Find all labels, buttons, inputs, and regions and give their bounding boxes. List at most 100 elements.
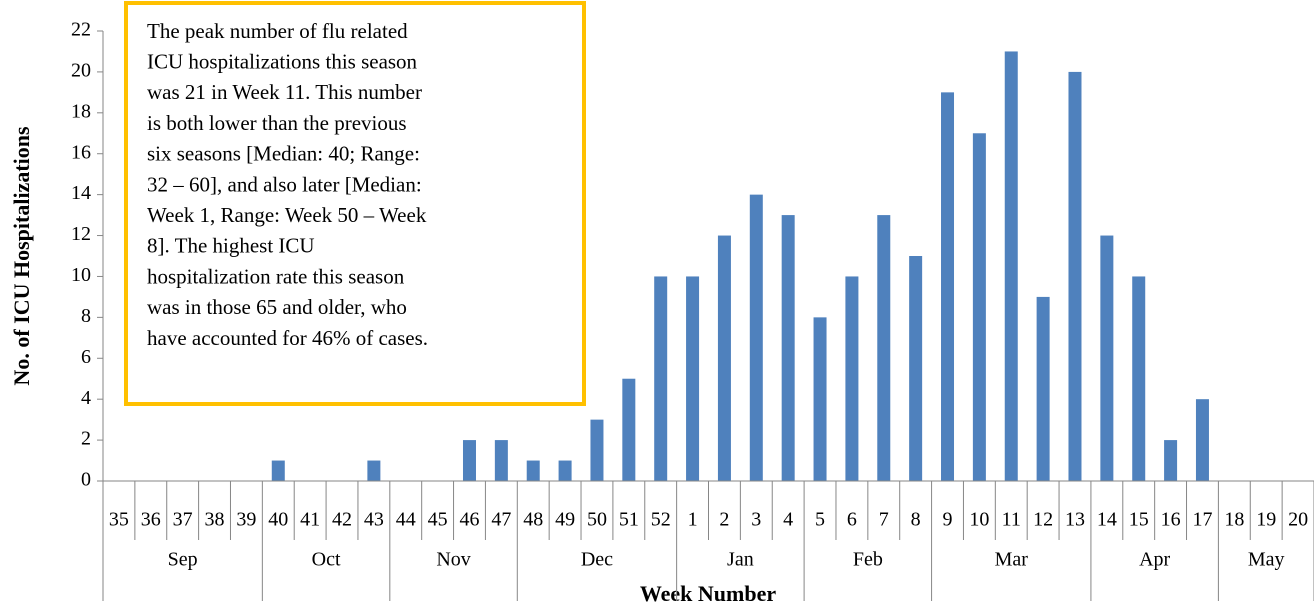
annotation-line: 8]. The highest ICU [147, 234, 315, 258]
bar [622, 378, 636, 481]
y-tick-label: 4 [81, 387, 91, 409]
x-tick-label: 38 [205, 509, 225, 531]
annotation-line: Week 1, Range: Week 50 – Week [147, 203, 427, 227]
y-tick-label: 10 [71, 264, 91, 286]
x-tick-label: 51 [619, 509, 639, 531]
x-tick-label: 3 [751, 509, 761, 531]
x-tick-label: 43 [364, 509, 384, 531]
x-tick-label: 7 [879, 509, 889, 531]
x-tick-label: 18 [1224, 509, 1244, 531]
bar [1036, 296, 1050, 481]
y-axis-title: No. of ICU Hospitalizations [9, 126, 34, 386]
group-label: Dec [581, 549, 613, 571]
x-tick-label: 37 [173, 509, 193, 531]
x-tick-label: 11 [1002, 509, 1021, 531]
bar [877, 215, 891, 481]
bar [494, 440, 508, 481]
x-tick-label: 39 [236, 509, 256, 531]
x-tick-label: 48 [523, 509, 543, 531]
group-label: Jan [727, 549, 754, 571]
bar [526, 460, 540, 481]
group-label: Apr [1139, 549, 1170, 571]
annotation-line: was in those 65 and older, who [147, 295, 407, 319]
bar [1004, 51, 1018, 482]
x-tick-label: 14 [1097, 509, 1117, 531]
x-tick-label: 10 [969, 509, 989, 531]
x-tick-label: 44 [396, 509, 416, 531]
group-label: Mar [995, 549, 1029, 571]
x-tick-label: 1 [688, 509, 698, 531]
annotation-line: ICU hospitalizations this season [147, 50, 418, 74]
bar [590, 419, 604, 481]
annotation-line: was 21 in Week 11. This number [147, 80, 422, 104]
x-tick-label: 4 [783, 509, 793, 531]
group-label: Feb [853, 549, 883, 571]
y-tick-label: 18 [71, 100, 91, 122]
bar [845, 276, 859, 481]
x-tick-label: 6 [847, 509, 857, 531]
bar [1100, 235, 1114, 481]
bar [813, 317, 827, 481]
bar [909, 256, 923, 481]
x-tick-label: 5 [815, 509, 825, 531]
y-tick-label: 12 [71, 223, 91, 245]
x-tick-label: 41 [300, 509, 320, 531]
bar [717, 235, 731, 481]
bar [367, 460, 381, 481]
annotation-line: have accounted for 46% of cases. [147, 326, 428, 350]
x-tick-label: 17 [1192, 509, 1212, 531]
x-tick-label: 46 [459, 509, 479, 531]
y-tick-label: 8 [81, 305, 91, 327]
bar [1164, 440, 1178, 481]
group-label: Oct [312, 549, 341, 571]
x-tick-label: 42 [332, 509, 352, 531]
bar [941, 92, 955, 481]
x-tick-label: 35 [109, 509, 129, 531]
bar [972, 133, 986, 482]
annotation-line: 32 – 60], and also later [Median: [147, 172, 422, 196]
group-label: Nov [436, 549, 470, 571]
annotation-line: The peak number of flu related [147, 19, 408, 43]
x-tick-label: 36 [141, 509, 161, 531]
y-tick-label: 14 [71, 182, 91, 204]
x-tick-label: 50 [587, 509, 607, 531]
x-tick-label: 49 [555, 509, 575, 531]
x-tick-label: 8 [911, 509, 921, 531]
y-tick-label: 20 [71, 60, 91, 82]
x-tick-label: 40 [268, 509, 288, 531]
bar [1132, 276, 1146, 481]
bar [654, 276, 668, 481]
bar [1068, 71, 1082, 481]
group-label: Sep [168, 549, 198, 571]
y-tick-label: 6 [81, 346, 91, 368]
x-tick-label: 45 [428, 509, 448, 531]
x-tick-label: 16 [1161, 509, 1181, 531]
x-tick-label: 20 [1288, 509, 1308, 531]
group-label: May [1248, 549, 1285, 571]
bar [271, 460, 285, 481]
y-tick-label: 2 [81, 428, 91, 450]
y-tick-label: 22 [71, 19, 91, 41]
annotation-line: hospitalization rate this season [147, 264, 405, 288]
y-tick-label: 0 [81, 469, 91, 491]
x-tick-label: 2 [719, 509, 729, 531]
bar [1195, 399, 1209, 481]
bar [462, 440, 476, 481]
bar [558, 460, 572, 481]
x-tick-label: 52 [651, 509, 671, 531]
annotation-line: six seasons [Median: 40; Range: [147, 142, 420, 166]
x-axis-title: Week Number [640, 581, 777, 606]
bar [686, 276, 700, 481]
x-tick-label: 12 [1033, 509, 1053, 531]
x-tick-label: 47 [491, 509, 511, 531]
annotation-line: is both lower than the previous [147, 111, 407, 135]
y-tick-label: 16 [71, 141, 91, 163]
x-tick-label: 15 [1129, 509, 1149, 531]
x-tick-label: 19 [1256, 509, 1276, 531]
annotation-box [124, 1, 586, 406]
bar [749, 194, 763, 482]
x-tick-label: 13 [1065, 509, 1085, 531]
bar [781, 215, 795, 481]
x-tick-label: 9 [943, 509, 953, 531]
